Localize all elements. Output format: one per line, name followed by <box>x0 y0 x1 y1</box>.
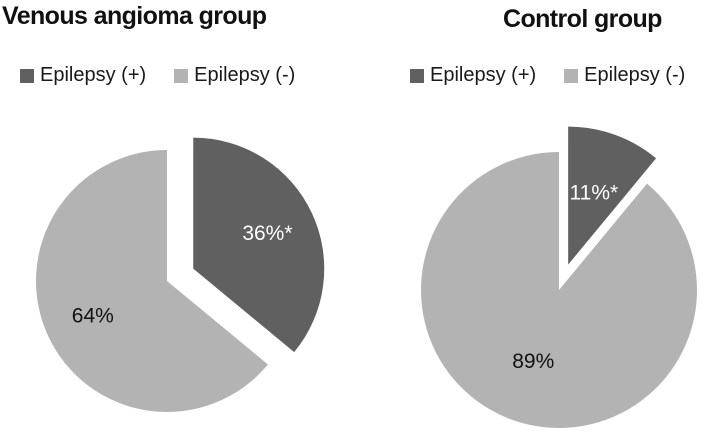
legend-swatch-negative <box>174 68 189 83</box>
legend-item-epilepsy-negative: Epilepsy (-) <box>174 64 295 87</box>
legend-label: Epilepsy (+) <box>40 64 147 86</box>
control-panel: Control group Epilepsy (+) Epilepsy (-) … <box>363 0 726 435</box>
pie-slice-epilepsy-positive <box>568 126 657 265</box>
chart-title: Control group <box>503 5 662 33</box>
pie-slice-epilepsy-positive <box>193 137 325 353</box>
pie-chart: 36%* 64% <box>35 137 325 413</box>
slice-value-label: 89% <box>512 350 554 373</box>
pie-slice-epilepsy-negative <box>35 150 268 413</box>
legend-label: Epilepsy (-) <box>194 64 296 86</box>
legend-swatch-positive <box>20 68 34 83</box>
legend-swatch-positive <box>410 68 424 83</box>
pie-slice-epilepsy-negative <box>420 152 697 428</box>
legend-label: Epilepsy (+) <box>430 64 537 86</box>
legend: Epilepsy (+) Epilepsy (-) <box>20 64 295 87</box>
pie-chart: 11%* 89% <box>420 126 697 428</box>
legend-item-epilepsy-negative: Epilepsy (-) <box>564 64 685 87</box>
legend-label: Epilepsy (-) <box>584 64 686 86</box>
slice-value-label: 11%* <box>570 182 619 205</box>
legend: Epilepsy (+) Epilepsy (-) <box>410 64 685 87</box>
slice-value-label: 36%* <box>242 222 292 245</box>
legend-swatch-negative <box>564 68 579 83</box>
legend-item-epilepsy-positive: Epilepsy (+) <box>20 64 146 87</box>
slice-value-label: 64% <box>72 304 114 327</box>
legend-item-epilepsy-positive: Epilepsy (+) <box>410 64 536 87</box>
venous-angioma-panel: Venous angioma group Epilepsy (+) Epilep… <box>2 2 325 413</box>
chart-title: Venous angioma group <box>2 2 267 30</box>
